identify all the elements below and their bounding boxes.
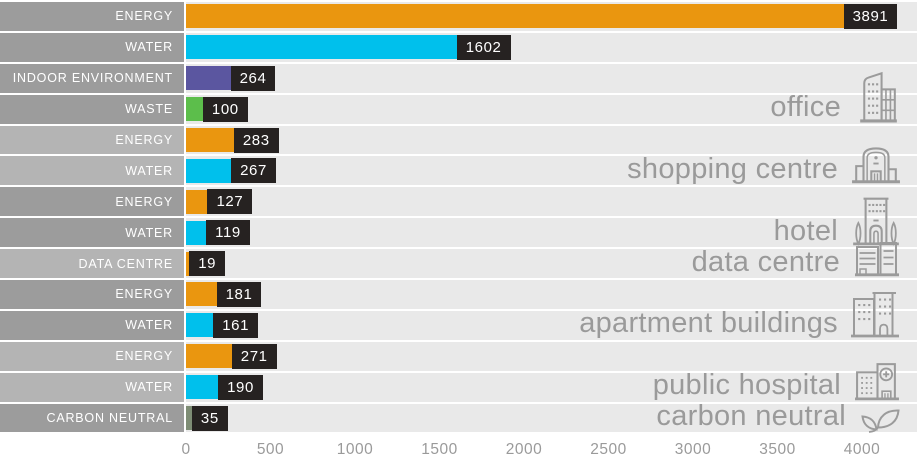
chart-row: WATER 190: [0, 372, 917, 402]
category-label: WATER: [0, 156, 184, 186]
value-label: 127: [207, 189, 253, 215]
value-label: 119: [206, 220, 250, 246]
category-label: ENERGY: [0, 187, 184, 217]
bar: [186, 375, 219, 400]
axis-tick-label: 0: [181, 441, 191, 458]
axis-tick-label: 4000: [843, 441, 881, 458]
bar: [186, 282, 217, 307]
chart-rows: ENERGY 3891 WATER 1602 INDOOR ENVIRONMEN…: [0, 2, 917, 433]
bar: [186, 251, 190, 276]
plot-band: 161: [186, 310, 917, 340]
value-label: 271: [231, 343, 277, 369]
plot-band: 19: [186, 249, 917, 279]
plot-band: 271: [186, 341, 917, 371]
category-label: WATER: [0, 218, 184, 248]
chart-row: ENERGY 127: [0, 187, 917, 217]
category-label: ENERGY: [0, 280, 184, 309]
chart-row: WATER 1602: [0, 32, 917, 62]
value-label: 264: [230, 65, 276, 91]
chart-row: WATER 267: [0, 156, 917, 186]
category-label: WASTE: [0, 94, 184, 124]
category-label: INDOOR ENVIRONMENT: [0, 63, 184, 93]
plot-band: 264: [186, 63, 917, 93]
value-label: 283: [233, 127, 279, 153]
bar: [186, 344, 232, 369]
plot-band: 100: [186, 94, 917, 124]
value-label: 19: [189, 251, 226, 277]
plot-band: 1602: [186, 32, 917, 62]
x-axis: 0 500 1000 1500 2000 2500 3000 3500 4000: [181, 441, 879, 463]
axis-tick-label: 1000: [336, 441, 374, 458]
value-label: 100: [202, 96, 248, 122]
bar: [186, 220, 207, 245]
chart-row: WATER 119: [0, 218, 917, 248]
chart-row: ENERGY 181: [0, 280, 917, 309]
category-label: WATER: [0, 310, 184, 340]
chart-row: INDOOR ENVIRONMENT 264: [0, 63, 917, 93]
bar: [186, 128, 234, 152]
value-label: 3891: [843, 3, 898, 29]
category-label: ENERGY: [0, 341, 184, 371]
chart-row: WASTE 100: [0, 94, 917, 124]
bar: [186, 66, 231, 91]
category-label: CARBON NEUTRAL: [0, 403, 184, 433]
plot-band: 3891: [186, 2, 917, 31]
bar: [186, 97, 203, 122]
plot-band: 190: [186, 372, 917, 402]
category-label: ENERGY: [0, 2, 184, 31]
bar: [186, 4, 844, 29]
plot-band: 181: [186, 280, 917, 309]
value-label: 1602: [456, 34, 511, 60]
bar: [186, 313, 214, 338]
axis-tick-label: 500: [256, 441, 285, 458]
value-label: 161: [213, 312, 259, 338]
category-label: WATER: [0, 372, 184, 402]
chart-row: ENERGY 283: [0, 125, 917, 155]
plot-band: 283: [186, 125, 917, 155]
value-label: 190: [218, 374, 263, 400]
chart-row: CARBON NEUTRAL 35: [0, 403, 917, 433]
axis-tick-label: 3500: [759, 441, 796, 458]
value-label: 35: [191, 405, 228, 431]
chart-row: WATER 161: [0, 310, 917, 340]
category-label: WATER: [0, 32, 184, 62]
bar: [186, 158, 232, 183]
axis-tick-label: 2000: [505, 441, 543, 458]
category-label: DATA CENTRE: [0, 249, 184, 279]
plot-band: 267: [186, 156, 917, 186]
axis-tick-label: 1500: [421, 441, 458, 458]
bar: [186, 406, 192, 431]
chart-row: DATA CENTRE 19: [0, 249, 917, 279]
bar: [186, 189, 208, 214]
plot-band: 119: [186, 218, 917, 248]
category-label: ENERGY: [0, 125, 184, 155]
axis-tick-label: 3000: [674, 441, 712, 458]
bar: [186, 35, 457, 60]
plot-band: 127: [186, 187, 917, 217]
value-label: 267: [231, 158, 276, 184]
plot-band: 35: [186, 403, 917, 433]
chart-row: ENERGY 3891: [0, 2, 917, 31]
value-label: 181: [216, 281, 262, 307]
chart-row: ENERGY 271: [0, 341, 917, 371]
axis-tick-label: 2500: [590, 441, 627, 458]
